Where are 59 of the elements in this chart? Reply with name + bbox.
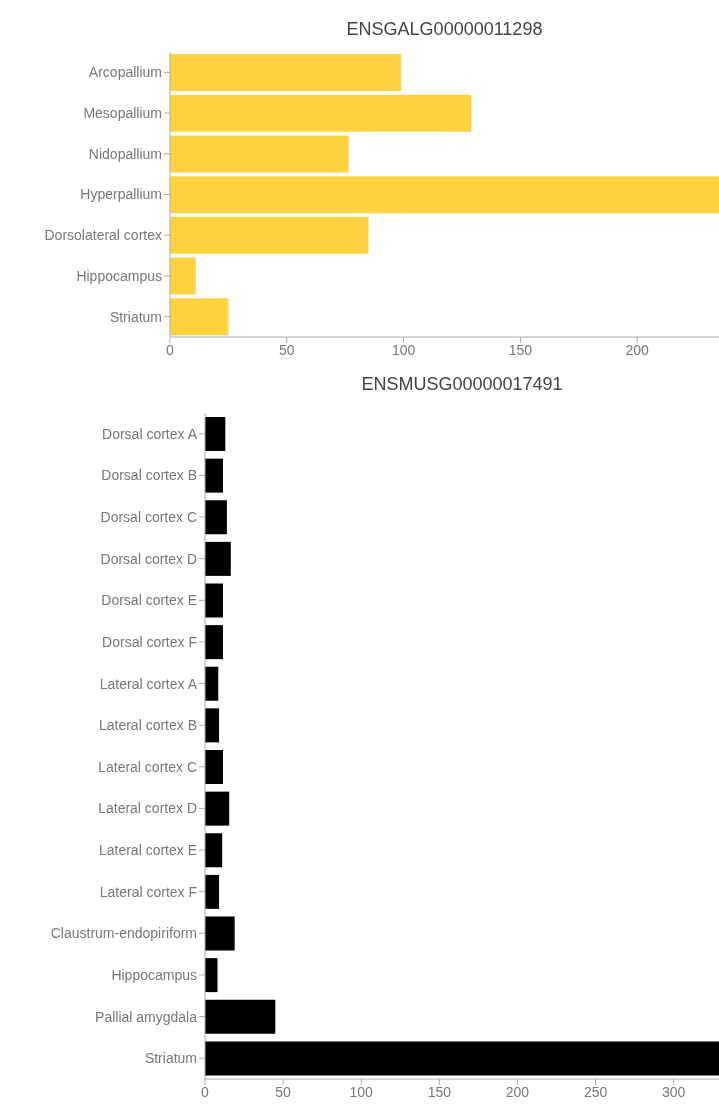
bar [205,417,226,451]
y-tick-label: Lateral cortex B [98,717,197,734]
bar [170,298,229,336]
y-tick-label: Dorsal cortex B [101,467,197,484]
bar [205,583,223,618]
y-tick-label: Hippocampus [111,966,197,983]
bar [170,176,719,214]
x-tick-label: 150 [427,1083,452,1100]
y-tick-label: Hyperpallium [80,186,162,203]
bar [205,541,231,576]
y-tick-label: Lateral cortex C [98,758,197,775]
bar [205,999,276,1034]
y-tick-label: Dorsal cortex E [101,592,197,609]
y-tick-label: Lateral cortex A [99,675,198,692]
x-tick-label: 50 [279,341,295,358]
x-tick-label: 0 [201,1083,210,1100]
x-tick-label: 200 [625,341,650,358]
bar [205,708,220,743]
bar [205,666,219,701]
bar [205,874,220,909]
x-tick-label: 100 [391,341,416,358]
y-tick-label: Hippocampus [76,267,162,284]
bar [205,750,223,784]
y-tick-label: Pallial amygdala [95,1008,198,1025]
bar [170,135,349,173]
y-tick-label: Mesopallium [83,105,162,122]
bar [170,94,472,132]
y-tick-label: Dorsal cortex A [102,425,198,442]
y-tick-label: Dorsal cortex F [102,633,197,650]
bar [205,916,235,951]
y-tick-label: Dorsal cortex C [100,509,197,526]
y-tick-label: Lateral cortex F [99,883,197,900]
x-tick-label: 0 [166,341,175,358]
bar [205,458,223,493]
x-tick-label: 250 [583,1083,608,1100]
x-tick-label: 300 [662,1083,686,1100]
x-tick-label: 100 [349,1083,374,1100]
bar [205,625,223,660]
bar [205,1041,719,1076]
y-tick-label: Dorsal cortex D [100,550,197,567]
bar [170,257,196,295]
bar [205,500,227,535]
bar [170,54,402,91]
bar [205,833,223,868]
x-tick-label: 200 [505,1083,530,1100]
y-tick-label: Arcopallium [88,64,162,81]
y-tick-label: Striatum [109,308,162,325]
x-tick-label: 150 [508,341,533,358]
y-tick-label: Claustrum-endopiriform [50,925,197,942]
y-tick-label: Nidopallium [88,145,162,162]
y-tick-label: Dorsolateral cortex [44,227,162,244]
y-tick-label: Lateral cortex D [98,800,197,817]
x-tick-label: 50 [275,1083,292,1100]
y-tick-label: Striatum [144,1050,197,1067]
y-tick-label: Lateral cortex E [98,842,197,859]
bar [205,791,230,826]
bar [170,216,369,254]
chart-title: ENSGALG00000011298 [346,19,543,40]
chart-title: ENSMUSG00000017491 [361,374,563,395]
